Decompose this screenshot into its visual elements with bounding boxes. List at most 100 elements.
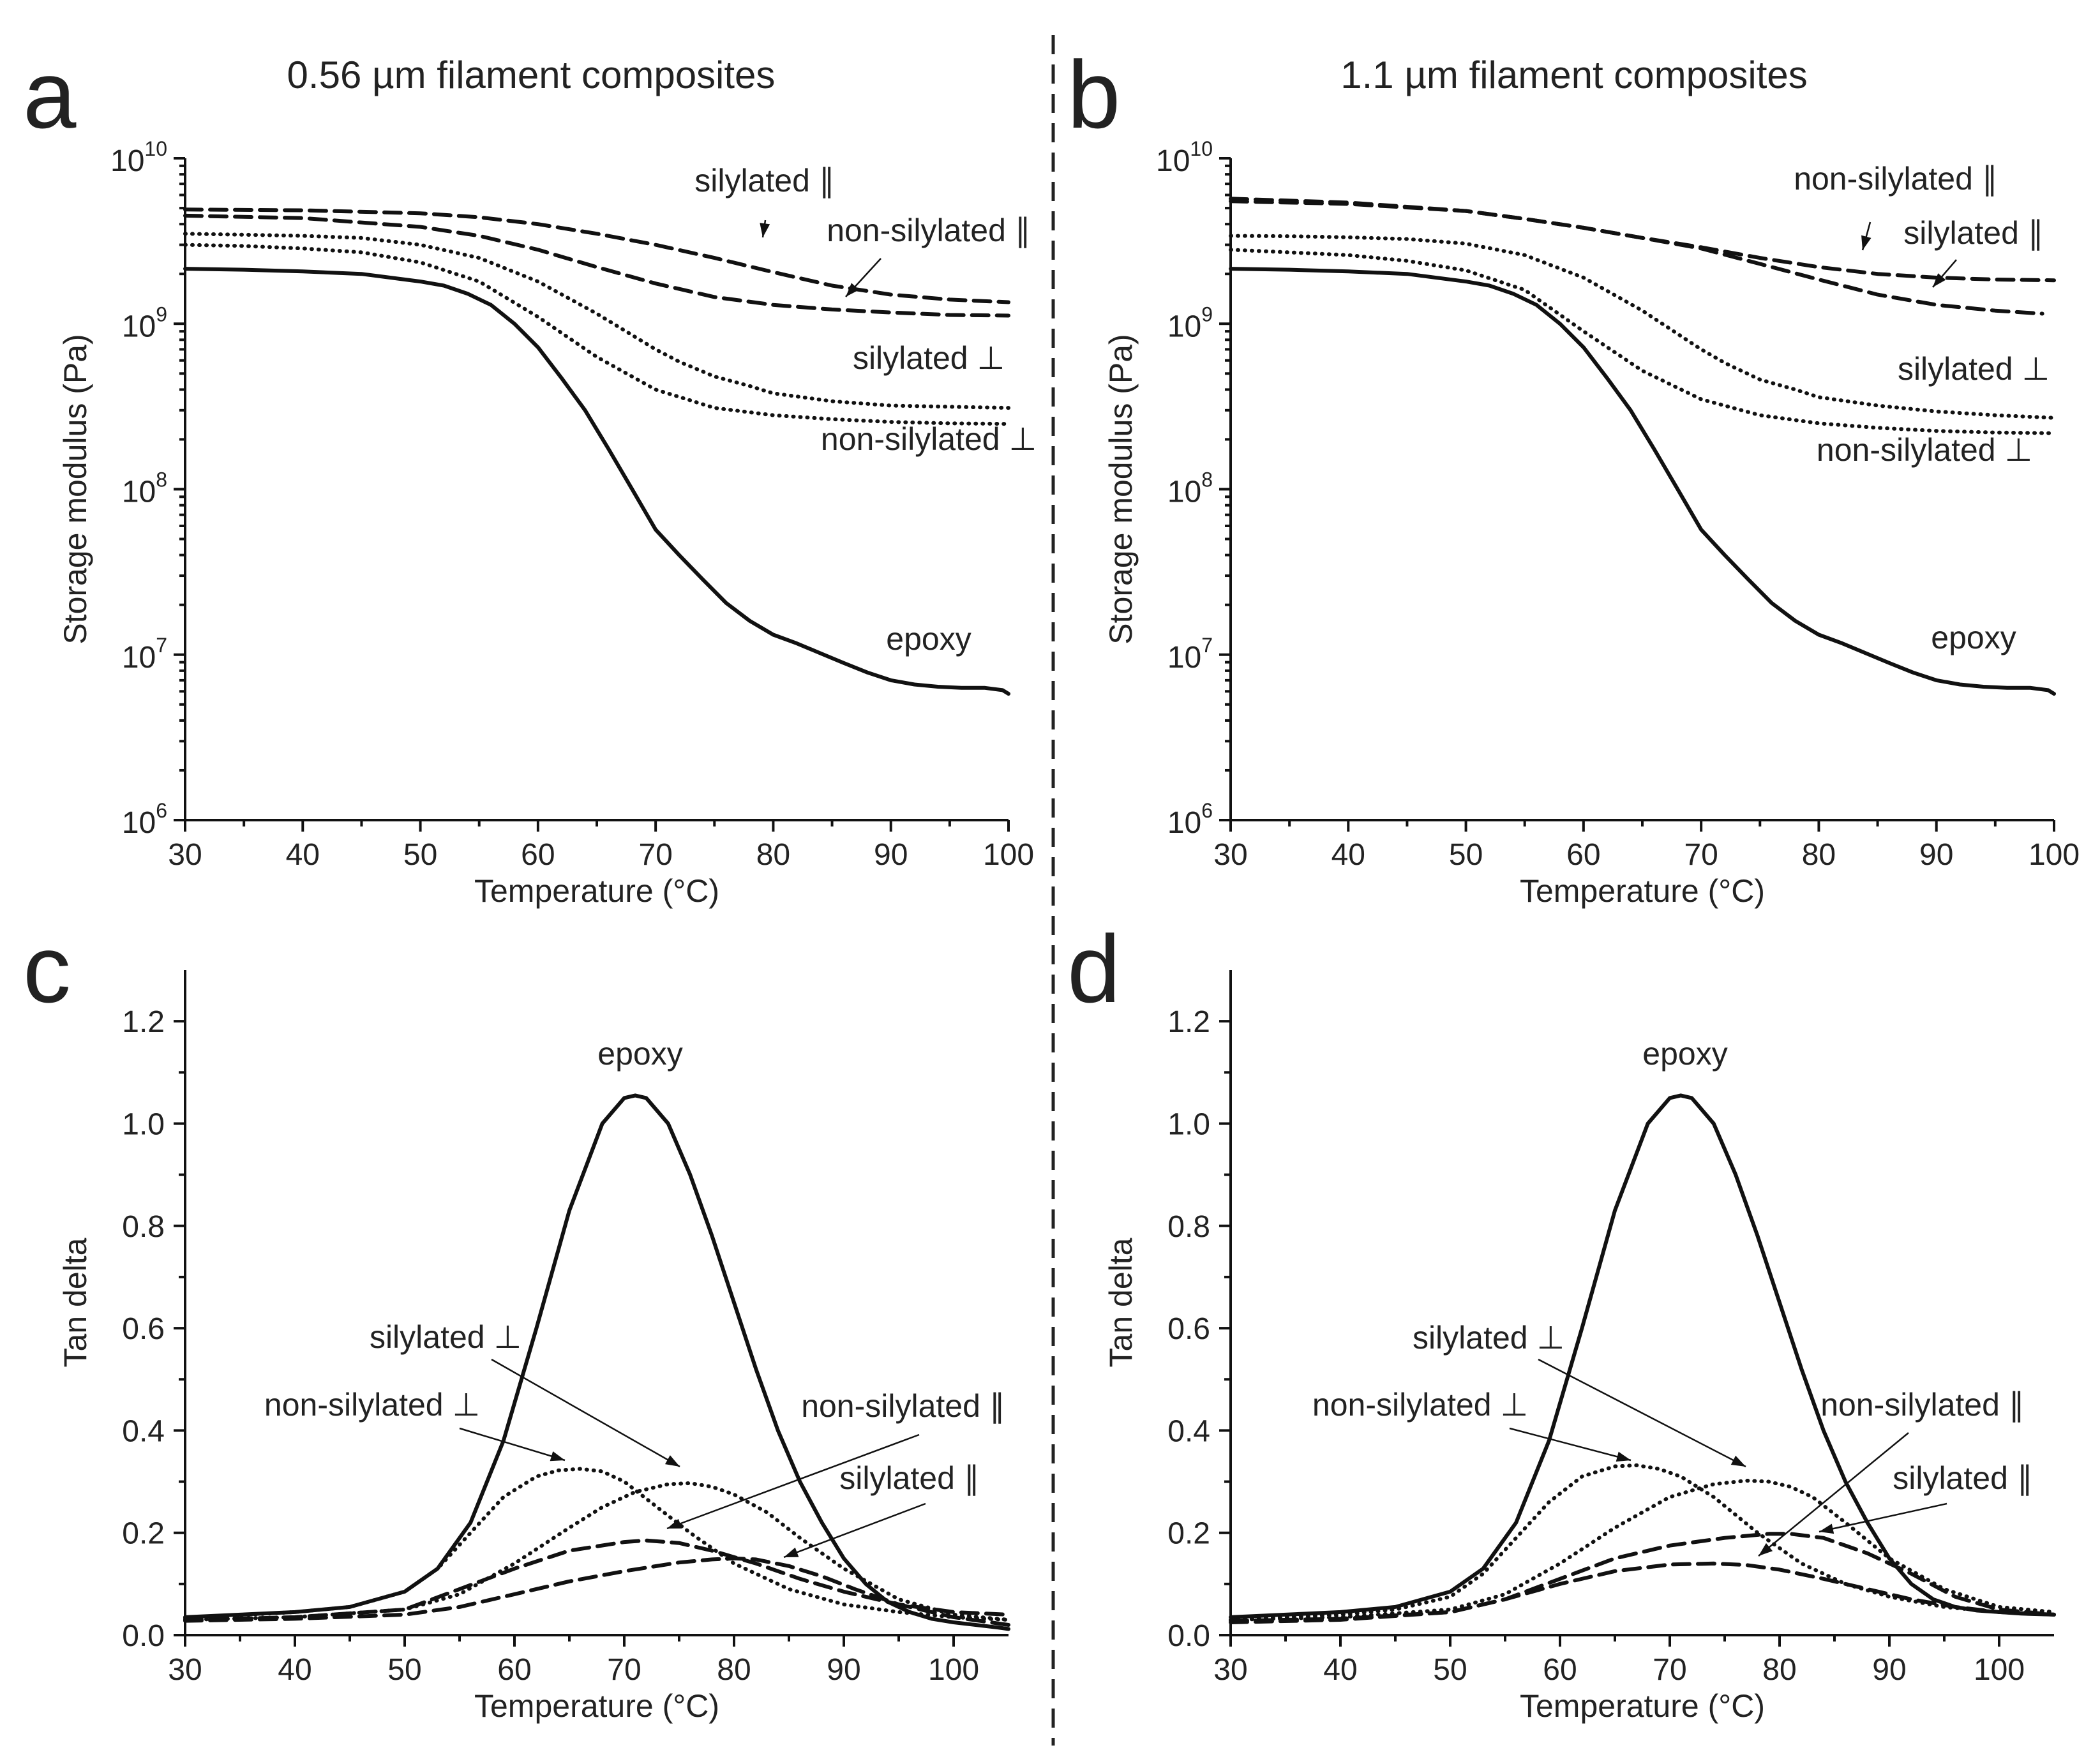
annotation-epoxy: epoxy — [597, 1036, 682, 1072]
x-tick-label: 40 — [278, 1653, 311, 1687]
annotation-leader-line — [1819, 1502, 1947, 1533]
y-tick-label: 0.4 — [122, 1414, 165, 1448]
x-tick-label: 40 — [1331, 838, 1365, 872]
annotation-arrowhead — [667, 1518, 682, 1529]
y-tick-base: 10 — [1167, 641, 1201, 675]
x-tick-label: 60 — [1543, 1653, 1577, 1687]
y-tick-base: 10 — [122, 475, 156, 509]
y-tick-label: 0.6 — [1167, 1312, 1210, 1346]
annotation-silylated-perpendicular: silylated ⊥ — [853, 340, 1005, 376]
annotation-epoxy: epoxy — [1642, 1036, 1727, 1072]
series-line-epoxy — [1229, 1093, 2056, 1619]
panel-title: 0.56 µm filament composites — [287, 54, 776, 96]
y-axis-title: Storage modulus (Pa) — [1103, 334, 1139, 644]
series-line-silylated-perpendicular — [183, 232, 1010, 410]
y-tick-exponent: 8 — [1201, 468, 1213, 491]
annotation-leader-line — [1538, 1358, 1746, 1468]
annotation-arrowhead — [1730, 1455, 1746, 1467]
y-tick-exponent: 9 — [1201, 303, 1213, 325]
y-tick-label: 0.4 — [1167, 1414, 1210, 1448]
series-line-silylated-perpendicular — [183, 1481, 1010, 1622]
annotation-silylated-parallel: silylated ∥ — [694, 163, 835, 198]
x-tick-label: 60 — [521, 838, 555, 872]
x-tick-label: 30 — [168, 838, 202, 872]
series-line-silylated-perpendicular — [1229, 234, 2056, 420]
annotation-silylated-parallel: silylated ∥ — [839, 1460, 980, 1496]
annotation-silylated-perpendicular: silylated ⊥ — [1898, 351, 2050, 387]
x-tick-label: 100 — [928, 1653, 979, 1687]
x-tick-label: 80 — [756, 838, 790, 872]
chart-panel-c: c 30 40 50 60 70 80 90 100 0.0 0.2 0.4 0.6 0.8 1.0 1.2 T… — [23, 915, 1010, 1724]
x-axis-title: Temperature (°C) — [474, 873, 719, 909]
y-tick-label: 1.0 — [122, 1107, 165, 1141]
annotation-non-silylated-perpendicular: non-silylated ⊥ — [1817, 432, 2032, 468]
series-line-silylated-parallel — [1229, 1532, 2056, 1623]
annotation-arrowhead — [760, 223, 770, 237]
annotation-leader-line — [459, 1427, 566, 1462]
y-tick-base: 10 — [1167, 475, 1201, 509]
annotation-arrowhead — [1861, 235, 1871, 250]
annotation-silylated-parallel: silylated ∥ — [1903, 215, 2044, 251]
annotation-arrowhead — [1933, 273, 1946, 287]
panel-letter: a — [23, 41, 77, 148]
y-tick-label: 108 — [122, 468, 167, 509]
y-tick-label: 109 — [1167, 303, 1213, 343]
y-tick-label: 0.2 — [1167, 1517, 1210, 1551]
series-line-epoxy — [183, 267, 1010, 696]
y-tick-base: 10 — [1167, 310, 1201, 343]
y-axis-title: Tan delta — [57, 1238, 93, 1367]
y-tick-label: 109 — [122, 303, 167, 343]
y-tick-label: 0.8 — [1167, 1210, 1210, 1244]
x-tick-label: 90 — [1872, 1653, 1906, 1687]
y-tick-label: 0.0 — [1167, 1619, 1210, 1653]
chart-panel-b: b 1.1 µm filament composites 30 40 50 60 70 80 9… — [1067, 41, 2080, 909]
annotation-arrowhead — [1759, 1543, 1773, 1556]
series-line-silylated-parallel — [183, 1556, 1010, 1627]
x-tick-label: 100 — [2029, 838, 2080, 872]
annotation-non-silylated-perpendicular: non-silylated ⊥ — [821, 421, 1037, 457]
annotation-non-silylated-perpendicular: non-silylated ⊥ — [1312, 1387, 1528, 1423]
annotation-epoxy: epoxy — [1931, 620, 2016, 655]
x-tick-label: 70 — [607, 1653, 641, 1687]
x-tick-label: 50 — [1433, 1653, 1467, 1687]
annotation-leader-line — [1758, 1432, 1909, 1557]
x-axis-title: Temperature (°C) — [1520, 873, 1765, 909]
annotation-arrowhead — [664, 1455, 680, 1467]
y-tick-label: 1.2 — [1167, 1005, 1210, 1039]
panel-letter: c — [23, 915, 71, 1022]
series-line-silylated-perpendicular — [1229, 1478, 2056, 1622]
series-line-non-silylated-perpendicular — [1229, 248, 2056, 435]
y-tick-label: 1010 — [110, 137, 167, 178]
annotation-silylated-perpendicular: silylated ⊥ — [370, 1319, 521, 1355]
x-tick-label: 70 — [1684, 838, 1718, 872]
x-tick-label: 60 — [497, 1653, 531, 1687]
x-tick-label: 80 — [1802, 838, 1836, 872]
y-tick-label: 106 — [1167, 799, 1213, 840]
annotation-epoxy: epoxy — [886, 621, 971, 657]
annotation-non-silylated-perpendicular: non-silylated ⊥ — [264, 1387, 480, 1423]
y-tick-label: 0.6 — [122, 1312, 165, 1346]
x-tick-label: 70 — [638, 838, 672, 872]
series-line-silylated-parallel — [1229, 199, 2044, 316]
y-tick-base: 10 — [122, 806, 156, 840]
y-tick-label: 1010 — [1156, 137, 1213, 178]
series-line-epoxy — [183, 1093, 1010, 1631]
x-tick-label: 30 — [1213, 1653, 1247, 1687]
series-line-epoxy — [1229, 267, 2056, 696]
y-tick-base: 10 — [1156, 144, 1190, 178]
y-tick-exponent: 9 — [156, 303, 167, 325]
x-tick-label: 90 — [874, 838, 908, 872]
x-tick-label: 100 — [1974, 1653, 2025, 1687]
annotation-arrowhead — [1819, 1523, 1834, 1534]
y-tick-label: 0.2 — [122, 1517, 165, 1551]
panel-letter: b — [1067, 41, 1120, 148]
series-line-silylated-parallel — [183, 207, 1010, 304]
panel-title: 1.1 µm filament composites — [1340, 54, 1808, 96]
x-tick-label: 90 — [1919, 838, 1953, 872]
y-tick-base: 10 — [1167, 806, 1201, 840]
annotation-leader-line — [491, 1358, 680, 1468]
x-tick-label: 90 — [827, 1653, 860, 1687]
y-tick-exponent: 10 — [144, 137, 167, 160]
series-line-non-silylated-perpendicular — [183, 243, 1010, 426]
y-tick-label: 1.0 — [1167, 1107, 1210, 1141]
